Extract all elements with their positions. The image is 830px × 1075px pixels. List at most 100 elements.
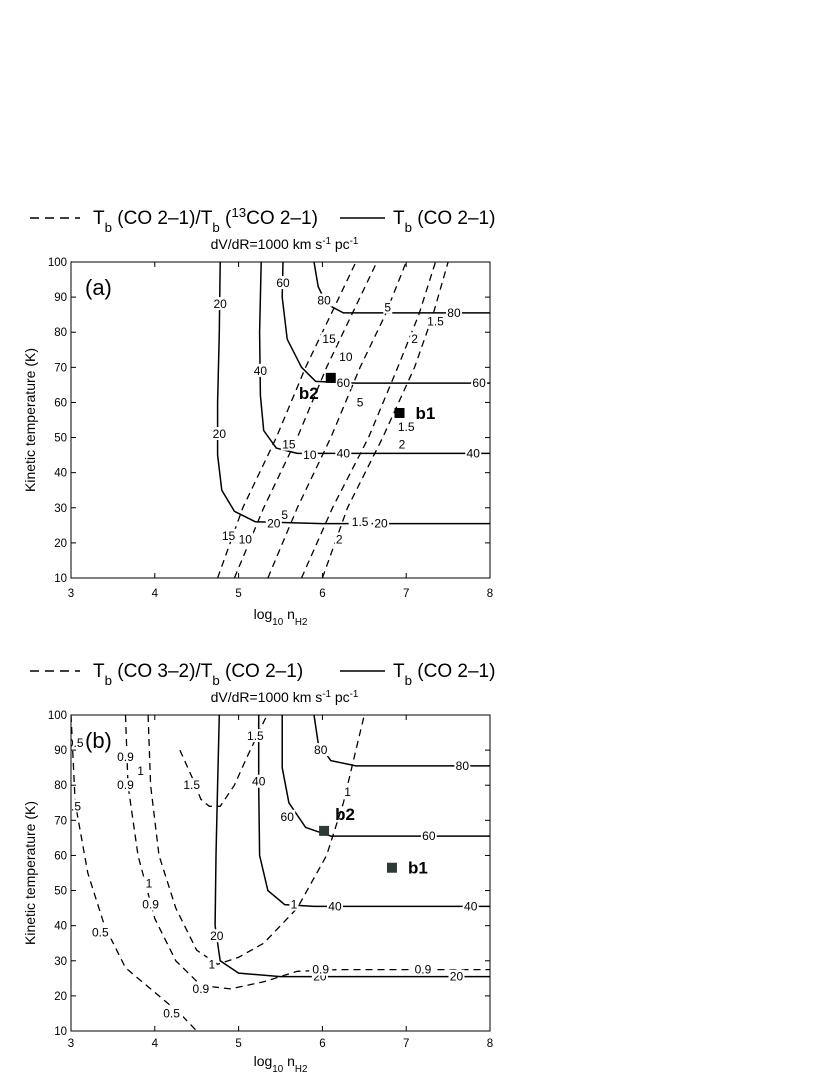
contour-label-bg [160, 1006, 184, 1020]
y-tick-label: 20 [54, 538, 67, 550]
contour-label-bg [337, 349, 354, 363]
contour-label: 20 [213, 297, 227, 311]
contour-label: 80 [447, 306, 461, 320]
contour-label: 20 [267, 517, 281, 531]
contour-label: 5 [357, 395, 364, 409]
data-point-b1 [394, 407, 405, 418]
contour-label: 60 [337, 376, 351, 390]
contour-label: 0.9 [415, 963, 432, 977]
x-axis-label: log10 nH2 [254, 606, 308, 628]
contour-label: 20 [450, 970, 464, 984]
y-tick-label: 60 [54, 850, 67, 862]
solid-contour-20 [216, 262, 490, 525]
dashed-contour-15 [216, 262, 357, 578]
panel-label: (b) [85, 728, 112, 753]
contour-label: 1 [146, 877, 153, 891]
contour-label: 0.5 [163, 1006, 180, 1020]
contour-label-bg [275, 276, 292, 290]
contour-label: 15 [322, 332, 336, 346]
contour-label-bg [355, 395, 365, 409]
axes-frame [70, 261, 491, 579]
x-tick-label: 4 [152, 588, 159, 600]
contour-label-bg [471, 376, 488, 390]
solid-contour-60 [281, 715, 490, 837]
contour-label: 1.5 [247, 729, 264, 743]
contour-label: 1 [137, 764, 144, 778]
contour-label: 40 [337, 446, 351, 460]
contour-label-bg [335, 376, 352, 390]
contour-label-bg [334, 532, 344, 546]
contour-label-bg [448, 969, 465, 983]
contour-label-bg [280, 507, 290, 521]
contour-label: 80 [314, 743, 328, 757]
contour-label: 1.5 [398, 420, 415, 434]
contour-label-bg [265, 516, 282, 530]
x-tick-label: 6 [319, 588, 325, 600]
contour-label-bg [465, 446, 482, 460]
dashed-contour-1.5 [321, 262, 449, 578]
contour-label: 60 [281, 810, 295, 824]
contour-label-bg [180, 778, 204, 792]
dashed-contour-5 [267, 262, 407, 578]
contour-label: 1.5 [427, 315, 444, 329]
contour-label-bg [237, 532, 254, 546]
dashed-contour-2 [300, 262, 437, 578]
y-axis-label: Kinetic temperature (K) [22, 348, 38, 492]
y-tick-label: 90 [54, 292, 67, 304]
contour-label-bg [343, 785, 353, 799]
data-point-b2 [319, 825, 330, 836]
x-tick-label: 6 [319, 1038, 325, 1050]
contour-label-bg [71, 736, 87, 750]
contour-label: 60 [472, 376, 486, 390]
chart-subtitle: dV/dR=1000 km s-1 pc-1 [211, 236, 359, 253]
contour-label: 5 [384, 301, 391, 315]
contour-label-bg [71, 799, 85, 813]
contour-label: 2 [399, 438, 406, 452]
contour-label-bg [88, 925, 112, 939]
contour-label-bg [316, 293, 333, 307]
data-point-b1 [386, 862, 397, 873]
contour-label-bg [252, 363, 269, 377]
contour-label: 10 [239, 532, 253, 546]
axes-frame [70, 714, 491, 1032]
dashed-contour-10 [233, 262, 378, 578]
contour-label-bg [212, 297, 229, 311]
contour-label-bg [335, 446, 352, 460]
y-tick-label: 70 [54, 362, 67, 374]
contour-label: 40 [254, 364, 268, 378]
contour-label-bg [326, 899, 343, 913]
chart-panel-b: Tb (CO 3–2)/Tb (CO 2–1) Tb (CO 2–1) dV/dR=… [22, 661, 495, 1075]
contour-label-bg [208, 929, 225, 943]
y-tick-label: 40 [54, 921, 67, 933]
contour-label-bg [279, 809, 296, 823]
data-point-label-b2: b2 [335, 805, 355, 824]
contour-label: 5 [281, 508, 288, 522]
contour-label: 0.5 [64, 799, 81, 813]
y-tick-label: 10 [54, 1026, 67, 1038]
solid-contour-40 [258, 262, 490, 455]
x-tick-label: 7 [403, 1038, 409, 1050]
contour-label: 1 [291, 898, 298, 912]
contour-label-bg [420, 829, 437, 843]
contour-label-bg [220, 528, 237, 542]
contour-label: 40 [467, 446, 481, 460]
y-tick-label: 80 [54, 327, 67, 339]
solid-contour-80 [313, 262, 490, 314]
contour-label: 2 [336, 532, 343, 546]
contour-label: 60 [422, 829, 436, 843]
contour-label-bg [348, 514, 372, 528]
dashed-contour-1 [147, 715, 365, 966]
solid-contour-20 [214, 715, 490, 978]
contour-label: 10 [339, 350, 353, 364]
y-tick-label: 50 [54, 433, 67, 445]
contour-label-bg [289, 897, 299, 911]
contour-label: 20 [374, 517, 388, 531]
contour-label: 0.9 [117, 750, 134, 764]
y-tick-label: 30 [54, 956, 67, 968]
y-tick-label: 100 [48, 710, 67, 722]
contour-label-bg [445, 305, 462, 319]
contour-label: 20 [213, 427, 227, 441]
contour-label: 0.9 [312, 963, 329, 977]
contour-label: 80 [456, 759, 470, 773]
contour-label: 1.5 [183, 778, 200, 792]
